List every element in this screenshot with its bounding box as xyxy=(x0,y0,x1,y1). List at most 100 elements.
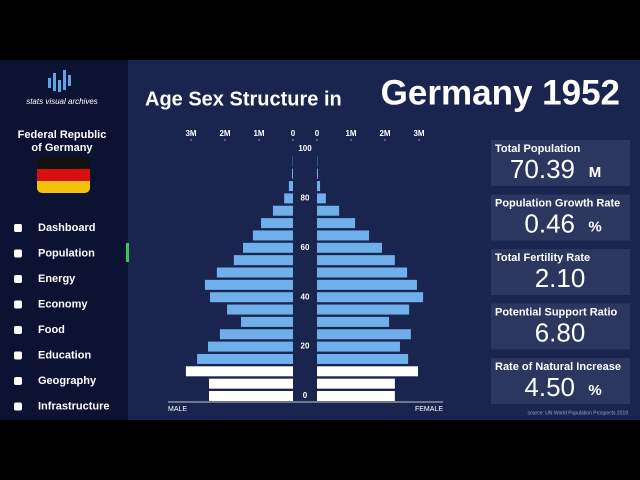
bar xyxy=(317,205,340,216)
country-line: of Germany xyxy=(31,142,93,154)
menu-icon xyxy=(14,351,22,360)
bar xyxy=(317,366,418,377)
x-tick-label: 0 xyxy=(291,129,296,138)
bar xyxy=(317,230,370,241)
stat-label: Rate of Natural Increase xyxy=(495,361,621,373)
stat-value: 4.50 xyxy=(524,372,575,402)
stat-box xyxy=(491,140,630,186)
menu-icon xyxy=(14,275,22,283)
y-tick-label: 80 xyxy=(301,194,310,203)
bar xyxy=(317,193,326,204)
source: source: UN World Population Prospects 20… xyxy=(527,410,628,416)
stat-value: 70.39 xyxy=(510,154,575,184)
bar xyxy=(185,366,293,377)
pyramid: 0 0 1M 1M 2M 2M 3M 3M 0 20 40 60 80 100 xyxy=(185,129,425,401)
x-tick-label: 3M xyxy=(413,129,424,138)
title-main: Germany 1952 xyxy=(381,73,620,112)
bar xyxy=(317,267,408,278)
y-tick-label: 40 xyxy=(301,292,310,301)
stat-label: Total Fertility Rate xyxy=(495,252,590,264)
bar xyxy=(243,242,293,253)
bar xyxy=(317,279,417,290)
title-prefix: Age Sex Structure in xyxy=(145,88,342,110)
x-tick-label: 0 xyxy=(315,129,320,138)
female-label: FEMALE xyxy=(415,406,443,413)
bar xyxy=(317,181,321,192)
stat-label: Population Growth Rate xyxy=(495,197,620,209)
bar xyxy=(204,279,293,290)
menu-icon xyxy=(14,300,22,309)
x-tick-label: 1M xyxy=(253,129,264,138)
menu-item[interactable]: Energy xyxy=(38,273,76,285)
bar xyxy=(317,329,411,340)
bar xyxy=(208,341,293,352)
bar xyxy=(233,255,293,266)
bar xyxy=(288,181,293,192)
menu-icon xyxy=(14,224,22,232)
menu-item[interactable]: Education xyxy=(38,349,91,361)
brand: stats visual archives xyxy=(26,97,98,106)
bar xyxy=(197,353,293,364)
bar xyxy=(317,341,400,352)
menu-item[interactable]: Dashboard xyxy=(38,222,95,234)
menu-icon xyxy=(14,402,22,411)
bar xyxy=(317,218,356,229)
stat-unit: % xyxy=(588,382,601,399)
bar xyxy=(216,267,293,278)
x-tick-label: 3M xyxy=(185,129,196,138)
menu-item[interactable]: Infrastructure xyxy=(38,400,110,412)
bar xyxy=(317,304,410,315)
bar xyxy=(317,391,395,401)
bar xyxy=(210,292,293,303)
bar xyxy=(272,205,293,216)
menu: Dashboard Population Energy Economy Food Educ… xyxy=(14,222,110,412)
stat-value: 6.80 xyxy=(535,317,586,347)
stat-box xyxy=(491,303,630,350)
stat-unit: % xyxy=(588,218,601,235)
bar xyxy=(317,353,409,364)
stat-box xyxy=(491,194,630,241)
y-tick-label: 60 xyxy=(301,243,310,252)
stat-box xyxy=(491,358,630,404)
sidebar xyxy=(0,60,128,420)
bar xyxy=(240,316,293,327)
menu-item[interactable]: Population xyxy=(38,247,95,259)
x-tick-label: 2M xyxy=(379,129,390,138)
bar xyxy=(252,230,293,241)
bar xyxy=(317,168,319,179)
x-tick-label: 1M xyxy=(345,129,356,138)
menu-item[interactable]: Economy xyxy=(38,298,88,310)
menu-icon xyxy=(14,377,22,385)
bar xyxy=(317,292,424,303)
stat-box xyxy=(491,249,630,295)
bar xyxy=(317,316,390,327)
bar xyxy=(317,378,395,389)
bar xyxy=(317,242,382,253)
menu-item[interactable]: Food xyxy=(38,324,65,336)
bar xyxy=(219,329,293,340)
y-tick-label: 0 xyxy=(303,391,308,400)
bar xyxy=(209,378,293,389)
logo xyxy=(48,70,71,92)
bar xyxy=(291,168,293,179)
y-tick-label: 20 xyxy=(301,342,310,351)
country-line: Federal Republic xyxy=(18,129,107,141)
x-tick-label: 2M xyxy=(219,129,230,138)
stat-label: Total Population xyxy=(495,143,581,155)
flag xyxy=(37,157,90,193)
y-tick-label: 100 xyxy=(298,144,312,153)
stat-value: 2.10 xyxy=(535,263,586,293)
stat-value: 0.46 xyxy=(524,208,575,238)
menu-icon xyxy=(14,249,22,258)
bar xyxy=(261,218,293,229)
bar xyxy=(209,391,293,401)
stat-unit: M xyxy=(589,164,602,181)
menu-item[interactable]: Geography xyxy=(38,375,97,387)
bar xyxy=(284,193,293,204)
active-indicator xyxy=(126,243,129,262)
menu-icon xyxy=(14,326,22,334)
stat-label: Potential Support Ratio xyxy=(495,306,618,318)
bar xyxy=(317,255,395,266)
